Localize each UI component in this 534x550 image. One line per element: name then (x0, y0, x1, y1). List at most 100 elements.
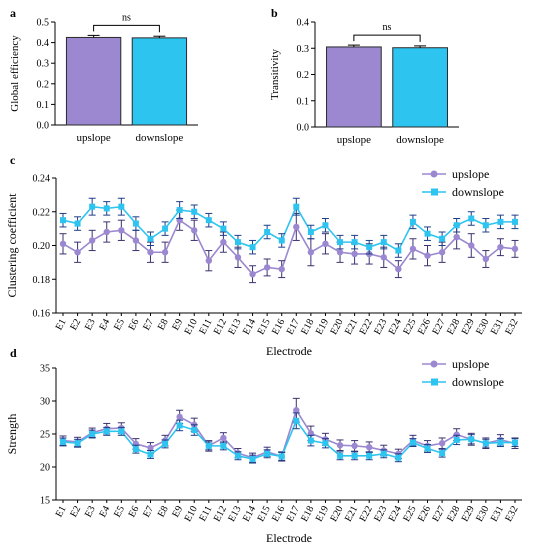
x-tick-label: E22 (358, 504, 375, 523)
data-point-downslope (249, 244, 256, 251)
data-point-upslope (511, 245, 519, 253)
data-point-downslope (176, 207, 183, 214)
legend-marker (431, 188, 438, 196)
data-point-upslope (234, 254, 242, 261)
y-tick-label: 0.3 (37, 59, 50, 70)
bar-upslope (326, 46, 382, 128)
data-point-downslope (103, 428, 110, 435)
data-point-upslope (336, 249, 344, 256)
data-point-downslope (278, 237, 285, 244)
x-category-label: downslope (136, 132, 184, 144)
data-point-upslope (191, 227, 198, 234)
data-point-downslope (366, 452, 373, 459)
data-point-downslope (176, 422, 183, 429)
y-tick-label: 30 (40, 397, 50, 408)
x-tick-label: E25 (401, 504, 418, 523)
significance-bracket (353, 34, 421, 42)
data-point-upslope (103, 228, 110, 236)
x-tick-label: E2 (68, 504, 83, 519)
data-point-upslope (482, 255, 490, 263)
x-tick-label: E22 (358, 317, 375, 336)
data-point-downslope (439, 235, 446, 242)
data-point-downslope (103, 205, 110, 212)
data-point-downslope (307, 229, 314, 235)
x-tick-label: E14 (241, 504, 258, 523)
x-tick-label: E7 (141, 504, 156, 519)
data-point-upslope (336, 442, 344, 449)
x-tick-label: E18 (299, 504, 316, 523)
x-tick-label: E6 (127, 317, 142, 332)
data-point-downslope (147, 451, 154, 458)
data-point-downslope (205, 217, 212, 224)
data-point-upslope (468, 242, 475, 249)
data-point-downslope (351, 239, 358, 246)
y-tick-label: 0.0 (37, 121, 50, 132)
data-point-upslope (220, 238, 227, 246)
x-tick-label: E28 (445, 317, 462, 336)
panel-label: c (10, 153, 16, 167)
data-point-downslope (234, 452, 241, 459)
y-tick-label: 0.3 (297, 44, 310, 55)
data-point-downslope (497, 439, 504, 446)
y-tick-label: 0.5 (37, 18, 50, 29)
y-tick-label: 0.16 (33, 309, 51, 320)
data-point-downslope (351, 452, 358, 459)
bar-upslope (65, 36, 122, 126)
x-tick-label: E25 (401, 317, 418, 336)
data-point-downslope (264, 229, 271, 235)
y-tick-label: 0.4 (37, 38, 50, 49)
data-point-downslope (60, 438, 66, 445)
y-tick-label: 25 (40, 430, 50, 441)
x-tick-label: E32 (503, 317, 520, 336)
data-point-downslope (337, 239, 344, 246)
data-point-upslope (118, 227, 125, 234)
x-tick-label: E12 (212, 317, 229, 336)
data-point-upslope (365, 444, 373, 451)
data-point-downslope (234, 239, 241, 246)
x-tick-label: E16 (270, 504, 287, 523)
x-tick-label: E26 (416, 504, 433, 523)
data-point-downslope (482, 440, 489, 447)
data-point-upslope (147, 249, 154, 256)
y-axis-label: Transitivity (269, 49, 281, 100)
x-tick-label: E30 (474, 317, 491, 336)
data-point-downslope (191, 208, 198, 215)
data-point-upslope (205, 257, 213, 264)
x-axis-label: Electrode (266, 344, 312, 358)
x-tick-label: E2 (68, 317, 83, 332)
y-tick-label: 0.22 (33, 207, 51, 218)
legend-marker (430, 170, 438, 178)
y-tick-label: 0.2 (297, 70, 310, 81)
y-tick-label: 0.18 (33, 275, 51, 286)
data-point-upslope (395, 265, 402, 273)
data-point-downslope (89, 431, 96, 437)
legend-marker (431, 378, 438, 386)
x-tick-label: E7 (141, 317, 156, 332)
data-point-downslope (322, 440, 329, 447)
data-point-downslope (337, 452, 344, 459)
x-tick-label: E21 (343, 317, 360, 336)
data-point-downslope (118, 203, 125, 210)
x-tick-label: E10 (183, 317, 200, 336)
x-tick-label: E16 (270, 317, 287, 336)
y-tick-label: 15 (40, 496, 50, 507)
panel-label: b (271, 6, 278, 20)
legend-label: downslope (452, 185, 504, 199)
x-tick-label: E28 (445, 504, 462, 523)
data-point-downslope (74, 220, 81, 227)
y-tick-label: 0.1 (37, 100, 50, 111)
x-category-label: upslope (76, 132, 110, 144)
x-tick-label: E5 (112, 504, 127, 519)
data-point-downslope (512, 439, 518, 446)
data-point-downslope (60, 217, 66, 224)
data-point-downslope (293, 203, 300, 210)
data-point-upslope (161, 249, 169, 256)
data-point-downslope (89, 203, 96, 210)
x-tick-label: E20 (328, 504, 345, 523)
x-tick-label: E8 (156, 504, 171, 519)
bar-downslope (131, 37, 188, 126)
data-point-downslope (366, 244, 373, 251)
x-tick-label: E31 (489, 317, 506, 336)
legend-label: upslope (452, 167, 489, 181)
